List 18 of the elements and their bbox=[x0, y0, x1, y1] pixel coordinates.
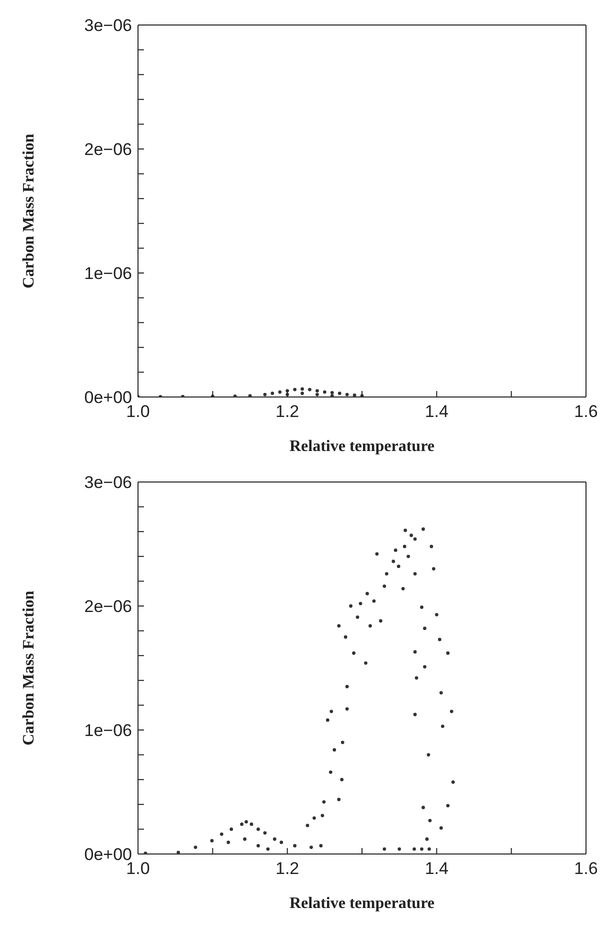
x-tick-label: 1.0 bbox=[126, 402, 150, 421]
x-tick-label: 1.4 bbox=[424, 402, 448, 421]
x-tick-label: 1.4 bbox=[424, 859, 448, 878]
y-tick-label: 2e−06 bbox=[84, 597, 132, 616]
y-axis-title: Carbon Mass Fraction bbox=[20, 134, 38, 288]
y-tick-label: 1e−06 bbox=[84, 264, 132, 283]
y-tick-label: 1e−06 bbox=[84, 721, 132, 740]
y-tick-label: 3e−06 bbox=[84, 473, 132, 492]
x-tick-label: 1.6 bbox=[574, 402, 598, 421]
x-tick-label: 1.0 bbox=[126, 859, 150, 878]
x-tick-label: 1.6 bbox=[574, 859, 598, 878]
y-tick-label: 3e−06 bbox=[84, 16, 132, 35]
x-axis-title: Relative temperature bbox=[290, 895, 434, 912]
y-tick-label: 2e−06 bbox=[84, 140, 132, 159]
x-tick-label: 1.2 bbox=[276, 402, 300, 421]
x-axis-title: Relative temperature bbox=[290, 438, 434, 455]
y-axis-title: Carbon Mass Fraction bbox=[20, 590, 38, 746]
x-tick-label: 1.2 bbox=[276, 859, 300, 878]
